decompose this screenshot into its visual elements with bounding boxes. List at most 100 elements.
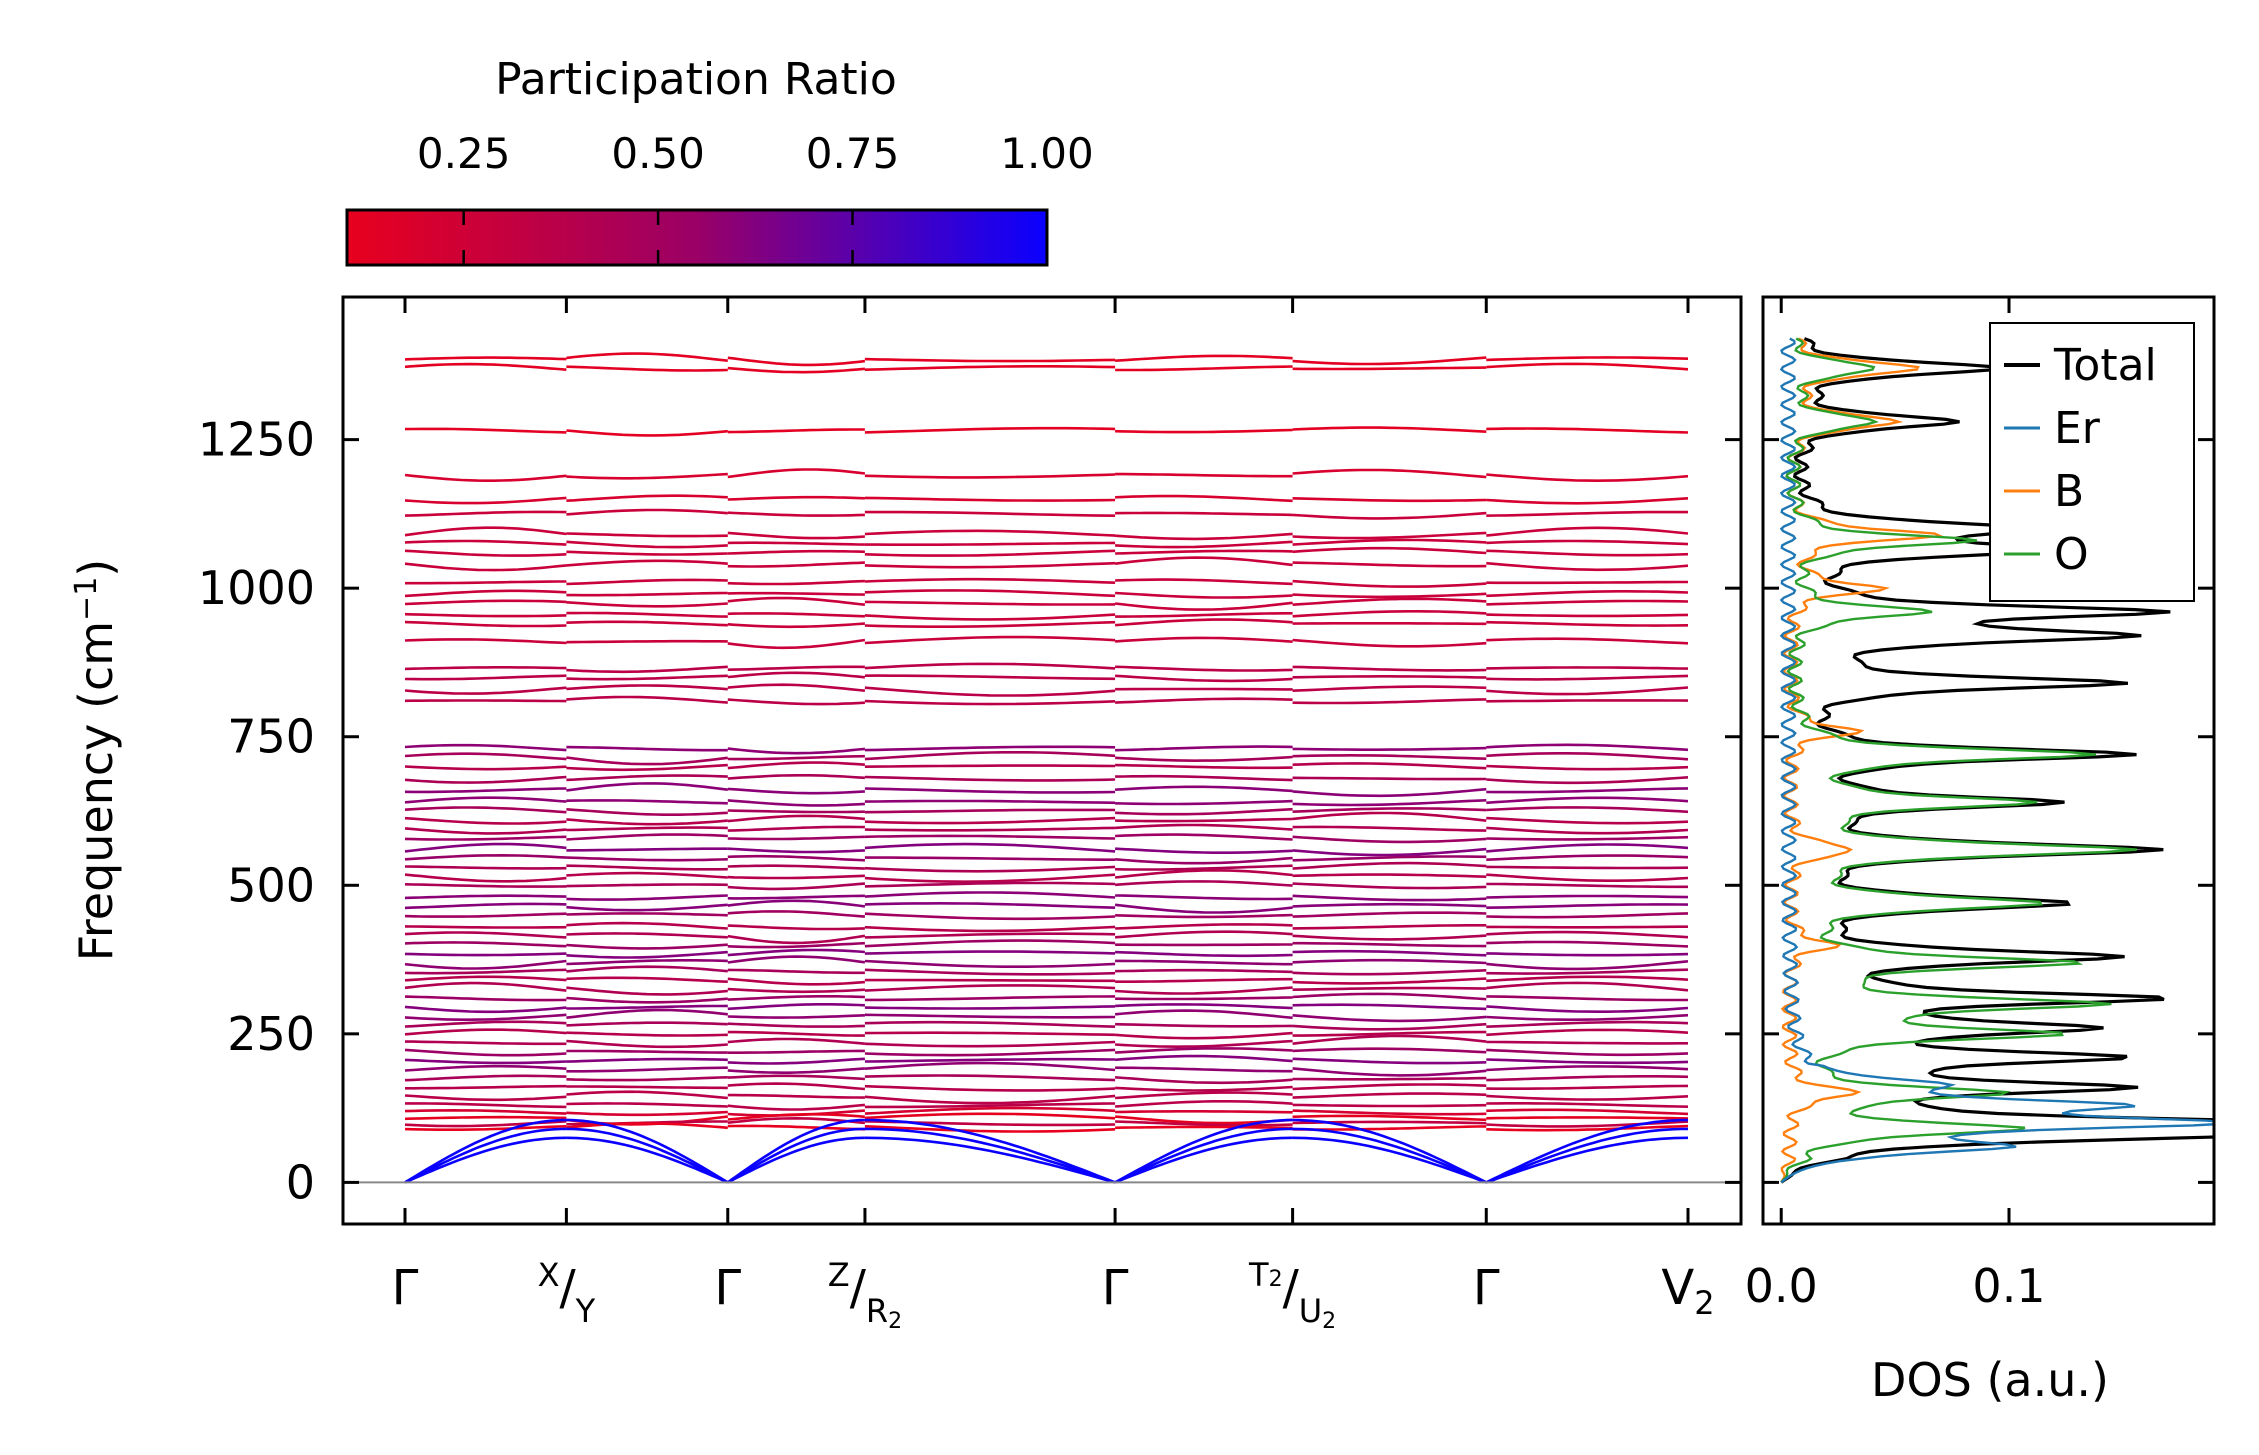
phonon-band <box>864 1074 1116 1082</box>
phonon-band <box>727 1093 865 1099</box>
phonon-band <box>1115 1066 1293 1073</box>
colorbar-tick-label: 1.00 <box>1000 129 1094 178</box>
phonon-band <box>1486 925 1688 929</box>
phonon-band <box>864 1102 1116 1109</box>
phonon-band <box>404 539 567 546</box>
phonon-band <box>566 965 728 973</box>
phonon-band <box>1486 1058 1689 1065</box>
phonon-band <box>566 578 728 586</box>
phonon-band <box>1292 746 1487 751</box>
phonon-band <box>566 365 728 372</box>
phonon-band <box>1292 847 1487 857</box>
phonon-band <box>727 549 865 555</box>
phonon-band <box>1292 1034 1487 1045</box>
phonon-band <box>404 902 567 910</box>
phonon-band <box>727 894 865 900</box>
phonon-band <box>1292 941 1487 948</box>
phonon-band <box>404 1028 567 1036</box>
phonon-band <box>1115 1085 1293 1092</box>
phonon-band <box>727 835 865 841</box>
phonon-band <box>727 882 865 891</box>
phonon-band <box>1486 865 1689 870</box>
phonon-band <box>1115 950 1293 958</box>
phonon-band <box>727 809 865 814</box>
phonon-band <box>1114 556 1293 567</box>
phonon-band <box>1292 622 1487 626</box>
phonon-band <box>566 532 728 538</box>
phonon-band <box>1486 1013 1689 1021</box>
phonon-band <box>404 1125 567 1131</box>
dos-x-tick-label: 0.0 <box>1745 1259 1818 1313</box>
phonon-band <box>727 934 866 945</box>
phonon-band <box>864 775 1116 782</box>
phonon-band <box>566 950 728 959</box>
colorbar-ticks: 0.25 0.50 0.75 1.00 <box>417 129 1094 265</box>
phonon-band <box>1115 923 1293 930</box>
phonon-band <box>1114 618 1293 627</box>
phonon-band <box>727 774 865 780</box>
phonon-band <box>404 806 567 814</box>
phonon-band <box>864 1040 1116 1048</box>
phonon-band <box>566 1122 728 1130</box>
phonon-band <box>1115 1125 1293 1130</box>
phonon-band <box>1486 1124 1689 1132</box>
phonon-band <box>566 912 728 917</box>
acoustic-branch <box>1114 1136 1293 1184</box>
phonon-band <box>1486 526 1689 537</box>
phonon-band <box>1115 847 1293 854</box>
phonon-band <box>864 978 1116 983</box>
phonon-band <box>864 620 1116 628</box>
dos-curve-er <box>1779 337 2214 1184</box>
phonon-band <box>566 472 728 480</box>
phonon-band <box>864 1112 1116 1120</box>
phonon-band <box>405 1102 567 1109</box>
phonon-band <box>1486 1108 1689 1116</box>
phonon-band <box>1292 638 1487 648</box>
phonon-band <box>566 494 728 502</box>
phonon-band <box>566 1102 728 1108</box>
phonon-band <box>1115 986 1293 995</box>
phonon-band <box>864 1061 1116 1072</box>
phonon-band <box>566 1057 728 1063</box>
phonon-band <box>1115 930 1293 939</box>
phonon-band <box>1292 894 1487 902</box>
phonon-band <box>1114 856 1293 865</box>
phonon-band <box>566 996 728 1004</box>
phonon-band <box>1486 510 1688 517</box>
phonon-band <box>566 756 728 766</box>
phonon-band <box>404 743 567 752</box>
phonon-band <box>1486 894 1689 899</box>
phonon-band <box>1115 880 1293 887</box>
phonon-band <box>1292 1022 1487 1031</box>
phonon-band <box>566 611 728 618</box>
phonon-band <box>1292 882 1487 890</box>
phonon-band <box>864 1013 1116 1019</box>
phonon-band <box>1486 1094 1689 1101</box>
phonon-band <box>1486 816 1689 825</box>
phonon-band <box>404 612 567 618</box>
phonon-band <box>404 1020 567 1028</box>
phonon-band <box>864 473 1116 479</box>
acoustic-branch <box>1292 1118 1487 1184</box>
phonon-band <box>727 825 865 832</box>
phonon-band <box>1486 975 1689 983</box>
phonon-band <box>1486 699 1689 703</box>
phonon-band <box>727 1030 865 1037</box>
phonon-band <box>404 865 567 870</box>
phonon-band <box>1292 811 1487 822</box>
phonon-band <box>864 745 1116 752</box>
phonon-band <box>404 473 567 482</box>
phonon-band <box>1115 864 1293 871</box>
phonon-band <box>1486 666 1689 670</box>
phonon-band <box>566 665 728 674</box>
phonon-band <box>1292 538 1487 546</box>
high-symmetry-label-gamma-1: Γ <box>392 1260 419 1316</box>
phonon-band <box>727 847 865 854</box>
phonon-band <box>404 1094 567 1102</box>
acoustic-branch <box>727 1136 865 1184</box>
phonon-band <box>404 1058 567 1065</box>
phonon-band <box>566 932 728 939</box>
phonon-band <box>1292 861 1487 870</box>
legend-label-o: O <box>2054 529 2089 580</box>
phonon-band <box>727 1074 865 1081</box>
